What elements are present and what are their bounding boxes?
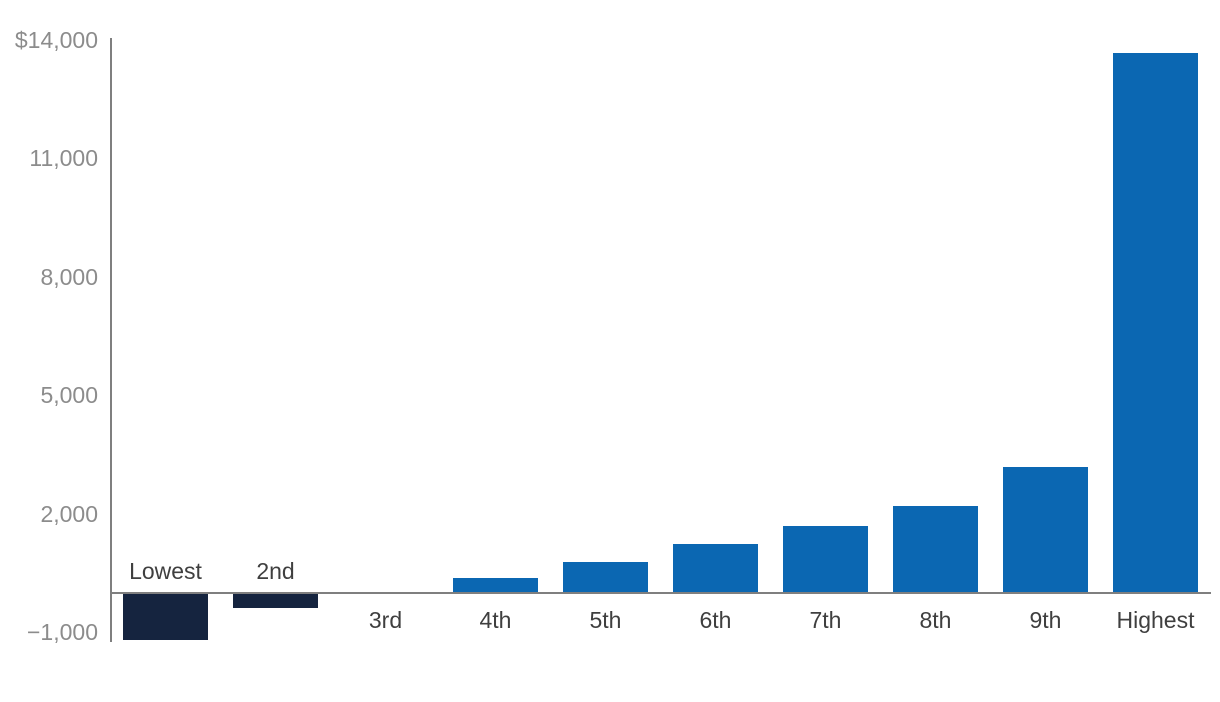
y-tick-label: −1,000: [27, 618, 98, 645]
x-label-2nd: 2nd: [256, 558, 295, 584]
y-tick-label: 2,000: [40, 500, 98, 527]
x-label-highest: Highest: [1116, 607, 1195, 633]
bar-lowest: [123, 594, 208, 640]
bar-7th: [783, 526, 868, 592]
y-tick-label: $14,000: [14, 27, 98, 53]
bar-8th: [893, 506, 978, 592]
y-tick-label: 11,000: [29, 145, 98, 172]
bar-6th: [673, 544, 758, 592]
x-label-lowest: Lowest: [129, 558, 202, 584]
bar-9th: [1003, 466, 1088, 592]
x-label-3rd: 3rd: [368, 607, 403, 633]
bar-4th: [453, 577, 538, 592]
x-label-4th: 4th: [479, 607, 512, 633]
x-label-9th: 9th: [1029, 607, 1062, 633]
y-tick-label: 8,000: [40, 263, 98, 290]
x-label-8th: 8th: [919, 607, 952, 633]
x-label-7th: 7th: [809, 607, 842, 633]
bar-2nd: [233, 594, 318, 609]
y-axis-line: [109, 38, 112, 642]
y-tick-label: 5,000: [40, 382, 98, 409]
x-axis-zero-line: [109, 591, 1211, 594]
bar-5th: [563, 561, 648, 592]
bar-highest: [1113, 53, 1198, 592]
x-label-6th: 6th: [699, 607, 732, 633]
x-label-5th: 5th: [589, 607, 622, 633]
